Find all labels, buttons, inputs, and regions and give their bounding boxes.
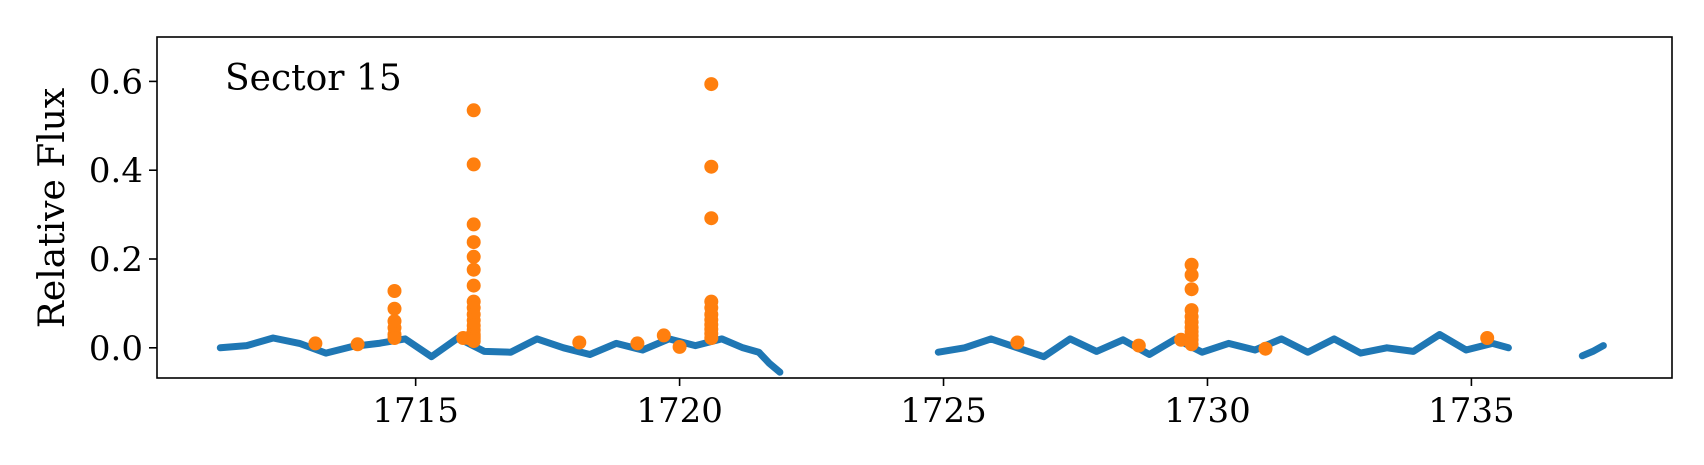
orange-point <box>572 335 587 350</box>
y-tick-label: 0.4 <box>89 151 143 191</box>
x-tick-label: 1720 <box>636 391 723 431</box>
orange-point <box>387 301 402 316</box>
orange-point <box>704 159 719 174</box>
axis-ticks: 1715 1720 1725 1730 1735 0.0 0.2 0.4 0.6 <box>89 62 1515 431</box>
x-tick-label: 1725 <box>900 391 987 431</box>
orange-point <box>704 211 719 226</box>
orange-point <box>630 336 645 351</box>
orange-point <box>466 157 481 172</box>
x-tick-label: 1730 <box>1164 391 1251 431</box>
orange-point <box>1480 331 1495 345</box>
orange-point <box>1184 282 1199 297</box>
orange-point <box>704 77 719 92</box>
orange-point <box>1174 332 1189 347</box>
orange-point <box>466 278 481 293</box>
sector-label: Sector 15 <box>225 58 402 99</box>
orange-point <box>350 337 365 352</box>
orange-point <box>1184 337 1199 352</box>
y-axis-label: Relative Flux <box>32 88 73 328</box>
orange-point <box>466 262 481 277</box>
orange-series-layer <box>308 77 1495 356</box>
x-tick-label: 1735 <box>1428 391 1515 431</box>
orange-point <box>466 217 481 232</box>
orange-point <box>1131 338 1146 353</box>
x-tick-label: 1715 <box>372 391 459 431</box>
orange-point <box>1184 257 1199 272</box>
blue-series-layer <box>216 331 1607 376</box>
orange-point <box>466 235 481 250</box>
orange-point <box>1258 341 1273 356</box>
orange-point <box>1184 268 1199 282</box>
orange-point <box>1010 335 1025 350</box>
orange-point <box>466 334 481 349</box>
orange-point <box>387 331 402 345</box>
orange-point <box>466 249 481 264</box>
orange-point <box>672 339 687 354</box>
y-tick-label: 0.6 <box>89 62 143 102</box>
y-tick-label: 0.0 <box>89 329 143 369</box>
blue-series-segment <box>934 331 1512 361</box>
blue-series-segment <box>216 334 784 376</box>
orange-point <box>308 336 323 351</box>
orange-point <box>704 331 719 345</box>
y-tick-label: 0.2 <box>89 240 143 280</box>
blue-series-segment <box>1578 342 1607 360</box>
orange-point <box>656 328 671 343</box>
orange-point <box>387 284 402 298</box>
plot-frame <box>156 36 1673 379</box>
orange-point <box>466 103 481 118</box>
